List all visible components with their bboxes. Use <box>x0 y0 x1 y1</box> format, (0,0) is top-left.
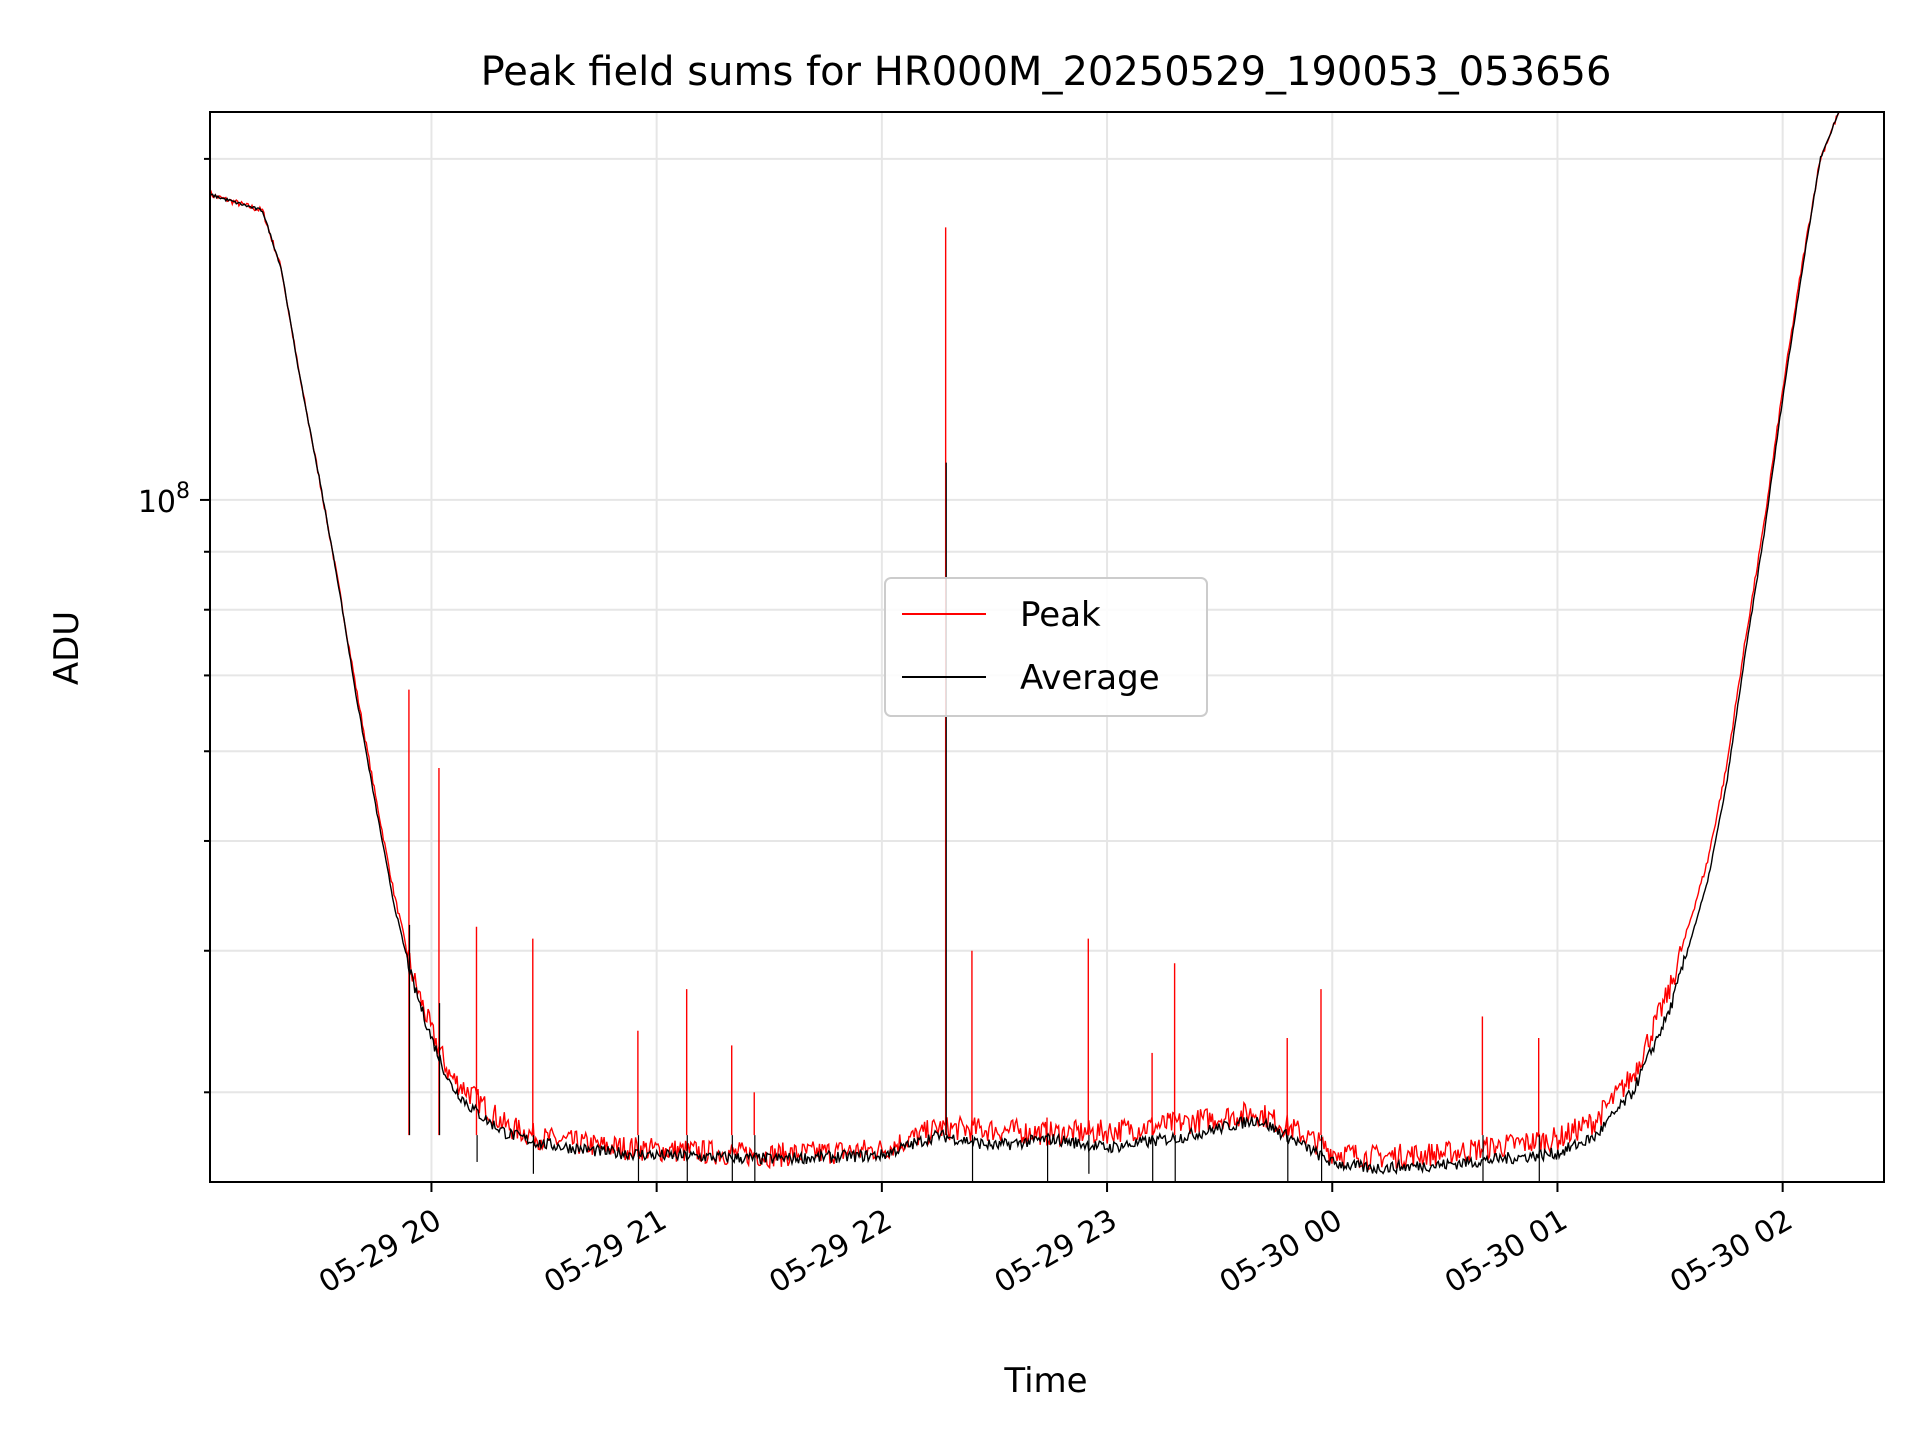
y-tick-label: 108 <box>138 479 190 520</box>
legend: Peak Average <box>884 577 1208 717</box>
legend-box <box>884 577 1208 717</box>
plot-frame <box>209 111 1885 1183</box>
y-axis-ticks: 108 <box>138 157 210 1094</box>
legend-label-average: Average <box>1020 658 1160 698</box>
plot-area <box>210 112 1840 1182</box>
x-axis-label: Time <box>1003 1361 1087 1401</box>
legend-label-peak: Peak <box>1020 595 1101 635</box>
y-axis-label: ADU <box>47 611 87 685</box>
series-peak-spikes <box>408 227 1540 1182</box>
chart-title: Peak field sums for HR000M_20250529_1900… <box>481 49 1612 95</box>
series-average-line <box>210 112 1840 1176</box>
series-peak-line <box>210 112 1840 1171</box>
